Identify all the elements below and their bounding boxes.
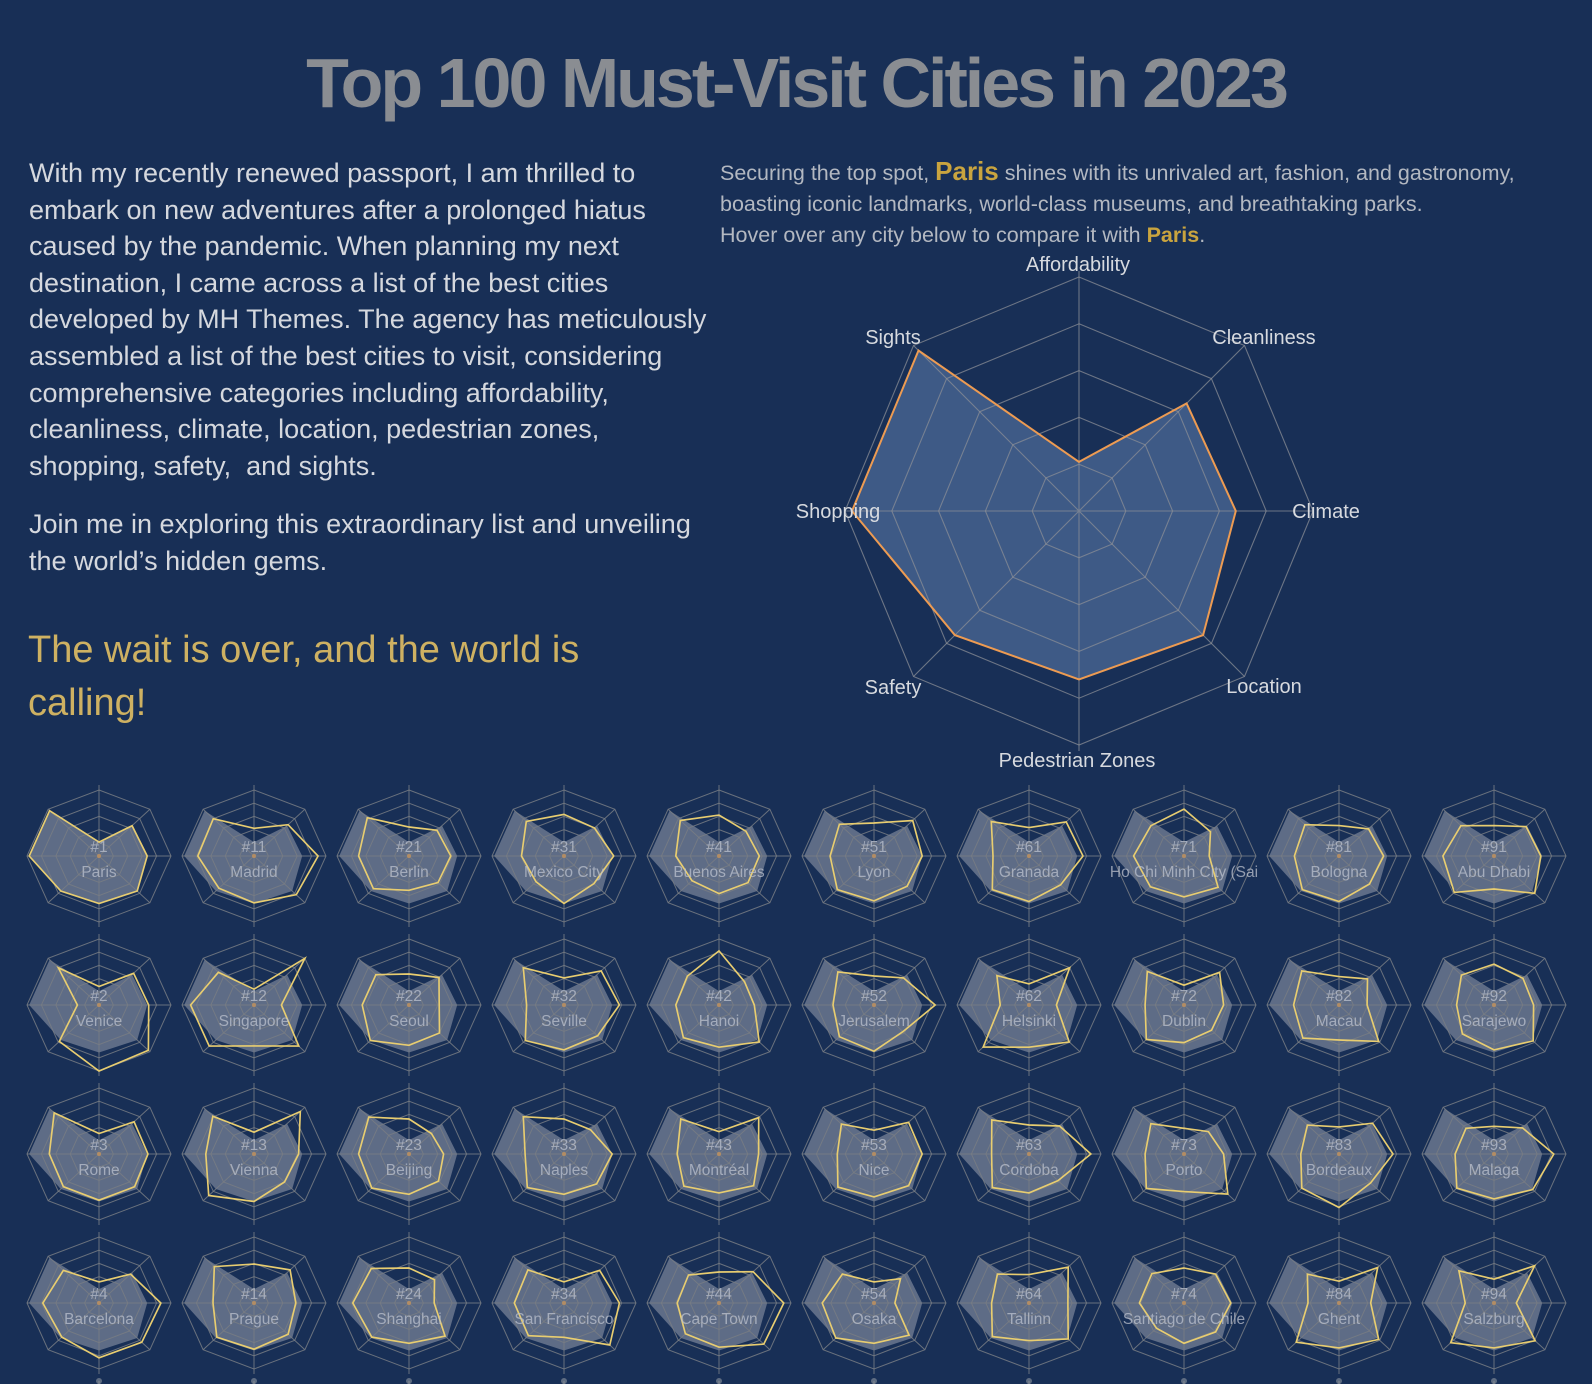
svg-text:#3: #3 xyxy=(90,1137,107,1154)
svg-text:#82: #82 xyxy=(1326,988,1352,1005)
svg-text:Malaga: Malaga xyxy=(1469,1162,1520,1179)
svg-text:Prague: Prague xyxy=(229,1311,279,1328)
svg-text:#91: #91 xyxy=(1481,839,1507,856)
svg-text:Bologna: Bologna xyxy=(1311,864,1368,881)
svg-text:#31: #31 xyxy=(551,839,577,856)
svg-text:San Francisco: San Francisco xyxy=(514,1311,613,1328)
svg-text:#83: #83 xyxy=(1326,1137,1352,1154)
svg-text:#34: #34 xyxy=(551,1286,577,1303)
svg-text:Naples: Naples xyxy=(540,1162,588,1179)
svg-text:#2: #2 xyxy=(90,988,107,1005)
svg-text:#42: #42 xyxy=(706,988,732,1005)
svg-text:Jerusalem: Jerusalem xyxy=(838,1013,910,1030)
svg-text:Salzburg: Salzburg xyxy=(1463,1311,1524,1328)
svg-text:#54: #54 xyxy=(861,1286,887,1303)
svg-text:#73: #73 xyxy=(1171,1137,1197,1154)
svg-text:#12: #12 xyxy=(241,988,267,1005)
svg-text:Madrid: Madrid xyxy=(230,864,277,881)
svg-text:#14: #14 xyxy=(241,1286,267,1303)
svg-text:#4: #4 xyxy=(90,1286,108,1303)
svg-text:Cordoba: Cordoba xyxy=(999,1162,1059,1179)
svg-text:#53: #53 xyxy=(861,1137,887,1154)
svg-text:Sarajewo: Sarajewo xyxy=(1462,1013,1527,1030)
svg-text:#63: #63 xyxy=(1016,1137,1042,1154)
svg-text:Lyon: Lyon xyxy=(857,864,890,881)
svg-text:Sights: Sights xyxy=(865,327,921,349)
svg-text:#84: #84 xyxy=(1326,1286,1352,1303)
svg-text:#61: #61 xyxy=(1016,839,1042,856)
svg-text:Granada: Granada xyxy=(999,864,1060,881)
svg-text:Porto: Porto xyxy=(1165,1162,1202,1179)
svg-text:Beijing: Beijing xyxy=(386,1162,433,1179)
svg-text:#81: #81 xyxy=(1326,839,1352,856)
svg-text:#1: #1 xyxy=(90,839,107,856)
svg-text:#94: #94 xyxy=(1481,1286,1507,1303)
svg-text:Buenos Aires: Buenos Aires xyxy=(673,864,765,881)
svg-text:#51: #51 xyxy=(861,839,887,856)
svg-text:#11: #11 xyxy=(242,839,267,856)
svg-text:Rome: Rome xyxy=(78,1162,119,1179)
svg-text:Nice: Nice xyxy=(858,1162,889,1179)
svg-text:Venice: Venice xyxy=(76,1013,123,1030)
svg-text:Location: Location xyxy=(1226,676,1302,698)
svg-text:#74: #74 xyxy=(1171,1286,1197,1303)
svg-text:#23: #23 xyxy=(396,1137,422,1154)
svg-text:Mexico City: Mexico City xyxy=(524,864,604,881)
svg-text:Vienna: Vienna xyxy=(230,1162,278,1179)
svg-text:Paris: Paris xyxy=(81,864,117,881)
svg-text:Seoul: Seoul xyxy=(389,1013,429,1030)
svg-text:#72: #72 xyxy=(1171,988,1197,1005)
svg-text:Berlin: Berlin xyxy=(389,864,429,881)
svg-text:#32: #32 xyxy=(551,988,577,1005)
svg-text:Seville: Seville xyxy=(541,1013,587,1030)
svg-text:Shanghai: Shanghai xyxy=(376,1311,442,1328)
svg-text:Abu Dhabi: Abu Dhabi xyxy=(1458,864,1530,881)
svg-text:Singapore: Singapore xyxy=(219,1013,290,1030)
svg-text:#93: #93 xyxy=(1481,1137,1507,1154)
svg-text:#21: #21 xyxy=(396,839,422,856)
svg-text:Affordability: Affordability xyxy=(1026,254,1130,276)
svg-text:#33: #33 xyxy=(551,1137,577,1154)
svg-text:Osaka: Osaka xyxy=(852,1311,897,1328)
svg-text:#41: #41 xyxy=(706,839,732,856)
svg-text:#22: #22 xyxy=(396,988,422,1005)
svg-text:Shopping: Shopping xyxy=(796,501,881,523)
svg-text:Barcelona: Barcelona xyxy=(64,1311,134,1328)
svg-text:Santiago de Chile: Santiago de Chile xyxy=(1123,1311,1245,1328)
svg-text:Bordeaux: Bordeaux xyxy=(1306,1162,1373,1179)
svg-text:#13: #13 xyxy=(241,1137,267,1154)
svg-text:#71: #71 xyxy=(1171,839,1197,856)
svg-text:Helsinki: Helsinki xyxy=(1002,1013,1056,1030)
svg-text:#64: #64 xyxy=(1016,1286,1042,1303)
svg-text:Pedestrian Zones: Pedestrian Zones xyxy=(999,750,1156,772)
svg-text:Cape Town: Cape Town xyxy=(680,1311,757,1328)
svg-text:Ho Chi Minh City (Sai: Ho Chi Minh City (Sai xyxy=(1110,864,1258,881)
svg-text:Dublin: Dublin xyxy=(1162,1013,1206,1030)
svg-text:Macau: Macau xyxy=(1316,1013,1363,1030)
svg-text:Hanoi: Hanoi xyxy=(699,1013,740,1030)
svg-text:Tallinn: Tallinn xyxy=(1007,1311,1051,1328)
svg-text:#92: #92 xyxy=(1481,988,1507,1005)
svg-text:#24: #24 xyxy=(396,1286,422,1303)
svg-text:Montréal: Montréal xyxy=(689,1162,749,1179)
svg-text:#62: #62 xyxy=(1016,988,1042,1005)
svg-text:Cleanliness: Cleanliness xyxy=(1212,327,1315,349)
svg-text:#43: #43 xyxy=(706,1137,732,1154)
svg-text:Ghent: Ghent xyxy=(1318,1311,1361,1328)
svg-text:Climate: Climate xyxy=(1292,501,1360,523)
svg-text:#52: #52 xyxy=(861,988,887,1005)
svg-text:#44: #44 xyxy=(706,1286,732,1303)
svg-text:Safety: Safety xyxy=(865,677,922,699)
